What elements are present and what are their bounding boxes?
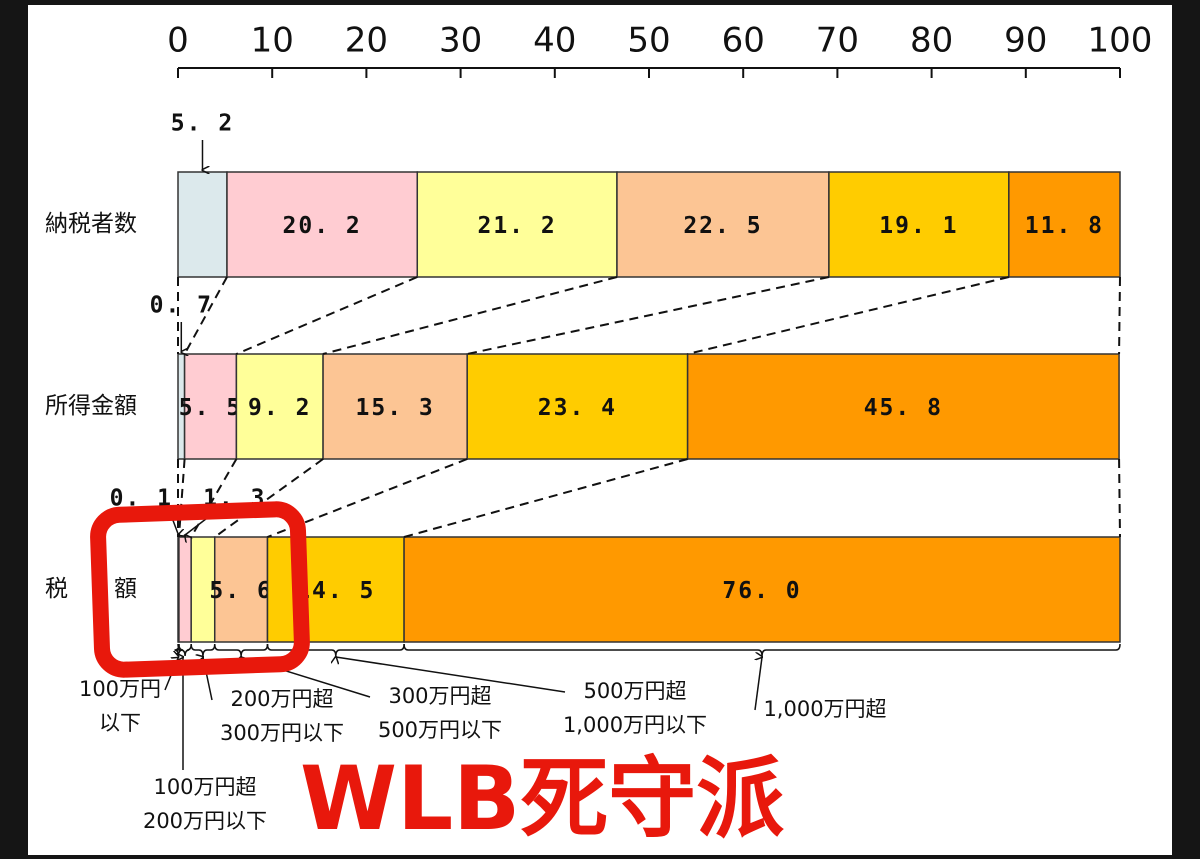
connector: [177, 458, 186, 538]
value-label: 23. 4: [538, 395, 617, 421]
legend-label: 200万円超 300万円以下: [220, 687, 344, 745]
connector: [322, 276, 618, 355]
value-label: 11. 8: [1025, 213, 1104, 239]
value-label: 76. 0: [722, 578, 801, 604]
x-tick-label: 30: [439, 21, 482, 61]
x-tick-label: 70: [816, 21, 859, 61]
value-label: 15. 3: [356, 395, 435, 421]
category-label: 税 額: [45, 576, 137, 602]
x-tick-label: 60: [722, 21, 765, 61]
value-label: 45. 8: [864, 395, 943, 421]
connector: [236, 276, 418, 355]
connector: [214, 458, 324, 538]
x-tick-label: 40: [533, 21, 576, 61]
category-label: 所得金額: [45, 393, 137, 419]
x-tick-label: 10: [251, 21, 294, 61]
bar-segment: [178, 536, 192, 643]
legend-pointer: [754, 657, 762, 711]
bar-segment: [828, 171, 1010, 278]
connector: [267, 458, 468, 538]
x-tick-label: 20: [345, 21, 388, 61]
x-tick-label: 50: [627, 21, 670, 61]
value-label: 5. 6: [209, 578, 272, 604]
x-tick-label: 100: [1088, 21, 1153, 61]
legend-label: 300万円超 500万円以下: [378, 684, 502, 742]
connector: [403, 458, 688, 538]
bar-segment: [403, 536, 1121, 643]
legend-pointer: [336, 657, 566, 693]
connector: [1118, 458, 1121, 538]
value-label: 14. 5: [296, 578, 375, 604]
bar-segment: [616, 171, 830, 278]
x-tick-label: 0: [167, 21, 189, 61]
value-label: 5. 5: [179, 395, 242, 421]
value-label: 19. 1: [879, 213, 958, 239]
connector: [1118, 276, 1121, 355]
value-label: 22. 5: [683, 213, 762, 239]
value-label: 9. 2: [248, 395, 311, 421]
x-tick-label: 80: [910, 21, 953, 61]
legend-bracket: [178, 643, 192, 657]
value-label: 5. 2: [171, 111, 234, 137]
connector: [466, 276, 830, 355]
bar-segment: [466, 353, 689, 460]
category-label: 納税者数: [45, 211, 137, 237]
bar-segment: [177, 171, 228, 278]
legend-label: 100万円以下: [79, 677, 161, 735]
legend-label: 100万円超 200万円以下: [143, 775, 267, 833]
bar-segment: [235, 353, 324, 460]
connector: [190, 458, 238, 538]
bar-segment: [686, 353, 1120, 460]
connector: [687, 276, 1010, 355]
value-label: 0. 7: [150, 293, 213, 319]
legend-label: 500万円超 1,000万円以下: [563, 679, 707, 737]
bar-segment: [322, 353, 468, 460]
highlight-box: [90, 501, 310, 678]
value-label: 20. 2: [283, 213, 362, 239]
bar-segment: [1008, 171, 1121, 278]
annotation: WLB死守派: [300, 747, 784, 850]
bar-segment: [226, 171, 419, 278]
x-tick-label: 90: [1004, 21, 1047, 61]
value-label: 21. 2: [477, 213, 556, 239]
bar-segment: [183, 353, 238, 460]
legend-label: 1,000万円超: [763, 697, 886, 721]
